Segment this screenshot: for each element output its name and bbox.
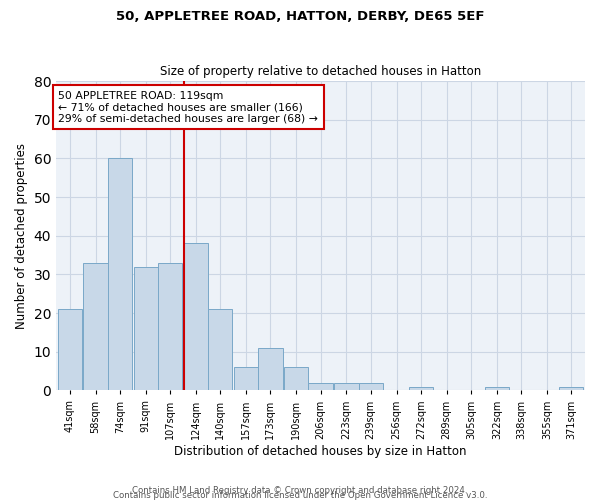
Bar <box>359 382 383 390</box>
Bar <box>485 386 509 390</box>
Bar <box>234 367 258 390</box>
Bar <box>409 386 433 390</box>
Title: Size of property relative to detached houses in Hatton: Size of property relative to detached ho… <box>160 66 481 78</box>
Bar <box>158 263 182 390</box>
Bar <box>559 386 583 390</box>
Bar <box>108 158 132 390</box>
X-axis label: Distribution of detached houses by size in Hatton: Distribution of detached houses by size … <box>174 444 467 458</box>
Text: Contains HM Land Registry data © Crown copyright and database right 2024.: Contains HM Land Registry data © Crown c… <box>132 486 468 495</box>
Bar <box>208 309 232 390</box>
Bar <box>83 263 108 390</box>
Bar <box>58 309 82 390</box>
Bar <box>258 348 283 391</box>
Bar <box>134 266 158 390</box>
Text: 50, APPLETREE ROAD, HATTON, DERBY, DE65 5EF: 50, APPLETREE ROAD, HATTON, DERBY, DE65 … <box>116 10 484 23</box>
Bar <box>284 367 308 390</box>
Bar <box>184 244 208 390</box>
Text: 50 APPLETREE ROAD: 119sqm
← 71% of detached houses are smaller (166)
29% of semi: 50 APPLETREE ROAD: 119sqm ← 71% of detac… <box>58 90 318 124</box>
Bar <box>334 382 359 390</box>
Y-axis label: Number of detached properties: Number of detached properties <box>15 142 28 328</box>
Text: Contains public sector information licensed under the Open Government Licence v3: Contains public sector information licen… <box>113 491 487 500</box>
Bar <box>308 382 332 390</box>
